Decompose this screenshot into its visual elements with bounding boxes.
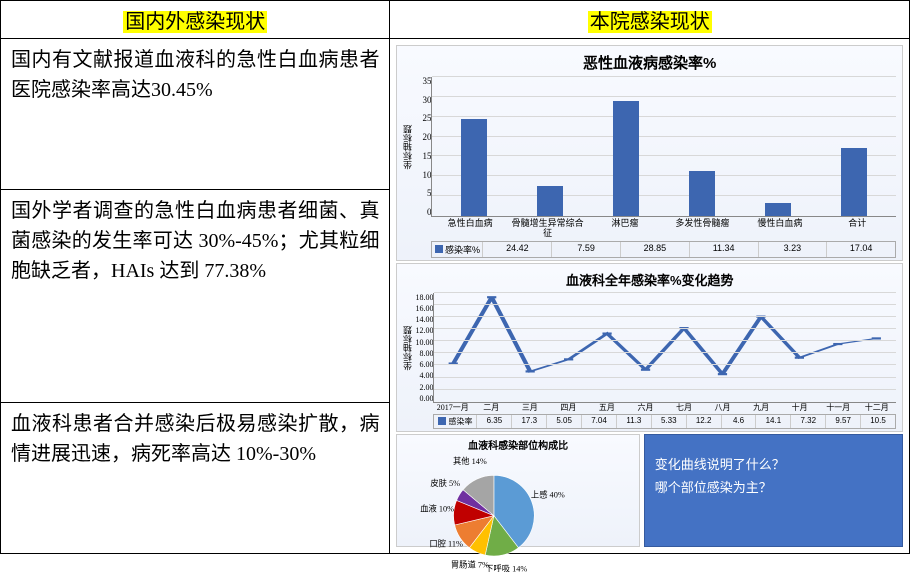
paragraph-1: 国内有文献报道血液科的急性白血病患者医院感染率高达30.45% <box>1 39 390 190</box>
header-left: 国内外感染现状 <box>1 1 390 39</box>
bar-y-label: 坐标轴标题 <box>401 125 414 170</box>
header-right-text: 本院感染现状 <box>588 11 712 33</box>
line-y-axis: 坐标轴标题 18.0016.0014.0012.0010.008.006.004… <box>403 293 433 403</box>
line-chart-title: 血液科全年感染率%变化趋势 <box>403 270 896 289</box>
line-chart: 血液科全年感染率%变化趋势 坐标轴标题 18.0016.0014.0012.00… <box>396 263 903 432</box>
pie-chart: 血液科感染部位构成比 上感 40%下呼吸 14%胃肠道 7%口腔 11%血液 1… <box>396 434 639 547</box>
paragraph-2: 国外学者调查的急性白血病患者细菌、真菌感染的发生率可达 30%-45%；尤其粒细… <box>1 189 390 402</box>
charts-cell: 恶性血液病感染率% 坐标轴标题 35302520151050 急性白血病骨髓增生… <box>390 39 910 554</box>
svg-text:胃肠道 7%: 胃肠道 7% <box>451 559 489 569</box>
bar-data-row: 感染率%24.427.5928.8511.343.2317.04 <box>431 241 896 258</box>
svg-text:下呼吸 14%: 下呼吸 14% <box>486 563 528 572</box>
line-svg <box>434 293 896 402</box>
questions-box: 变化曲线说明了什么？ 哪个部位感染为主？ <box>644 434 903 547</box>
question-1: 变化曲线说明了什么？ <box>655 453 892 476</box>
comparison-table: 国内外感染现状 本院感染现状 国内有文献报道血液科的急性白血病患者医院感染率高达… <box>0 0 910 554</box>
pie-svg: 上感 40% 下呼吸 14%胃肠道 7% 口腔 11% 血液 10% 皮肤 5% 其他 1… <box>399 454 636 573</box>
question-2: 哪个部位感染为主？ <box>655 476 892 499</box>
svg-text:血液 10%: 血液 10% <box>421 503 455 513</box>
svg-text:上感 40%: 上感 40% <box>531 489 565 499</box>
header-right: 本院感染现状 <box>390 1 910 39</box>
line-plot-area <box>433 293 896 403</box>
header-left-text: 国内外感染现状 <box>123 11 267 33</box>
svg-text:口腔 11%: 口腔 11% <box>430 538 464 548</box>
bar-chart-title: 恶性血液病感染率% <box>403 52 896 73</box>
bar-chart: 恶性血液病感染率% 坐标轴标题 35302520151050 急性白血病骨髓增生… <box>396 45 903 261</box>
pie-chart-title: 血液科感染部位构成比 <box>399 437 636 452</box>
line-data-row: 感染率6.3517.35.057.0411.35.3312.24.614.17.… <box>433 414 896 429</box>
paragraph-3: 血液科患者合并感染后极易感染扩散，病情进展迅速，病死率高达 10%-30% <box>1 402 390 553</box>
bar-y-axis: 坐标轴标题 35302520151050 <box>403 77 431 217</box>
line-x-labels: 2017一月二月三月四月五月六月七月八月九月十月十一月十二月 <box>433 403 896 413</box>
bar-x-labels: 急性白血病骨髓增生异常综合征淋巴瘤多发性骨髓瘤慢性白血病合计 <box>431 217 896 239</box>
bar-plot-area <box>431 77 896 217</box>
svg-text:其他 14%: 其他 14% <box>453 456 487 466</box>
svg-text:皮肤 5%: 皮肤 5% <box>431 478 461 488</box>
line-y-label: 坐标轴标题 <box>401 325 414 370</box>
